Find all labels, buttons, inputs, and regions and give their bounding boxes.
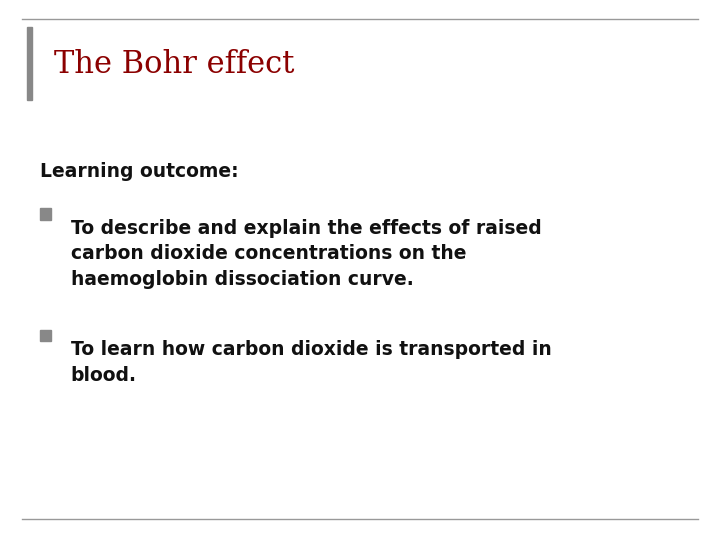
- Text: To describe and explain the effects of raised
carbon dioxide concentrations on t: To describe and explain the effects of r…: [71, 219, 541, 289]
- Text: Learning outcome:: Learning outcome:: [40, 162, 238, 181]
- Text: The Bohr effect: The Bohr effect: [54, 49, 294, 80]
- Bar: [27, 27, 32, 100]
- Bar: [40, 330, 51, 341]
- Text: To learn how carbon dioxide is transported in
blood.: To learn how carbon dioxide is transport…: [71, 340, 552, 385]
- Bar: [40, 208, 51, 220]
